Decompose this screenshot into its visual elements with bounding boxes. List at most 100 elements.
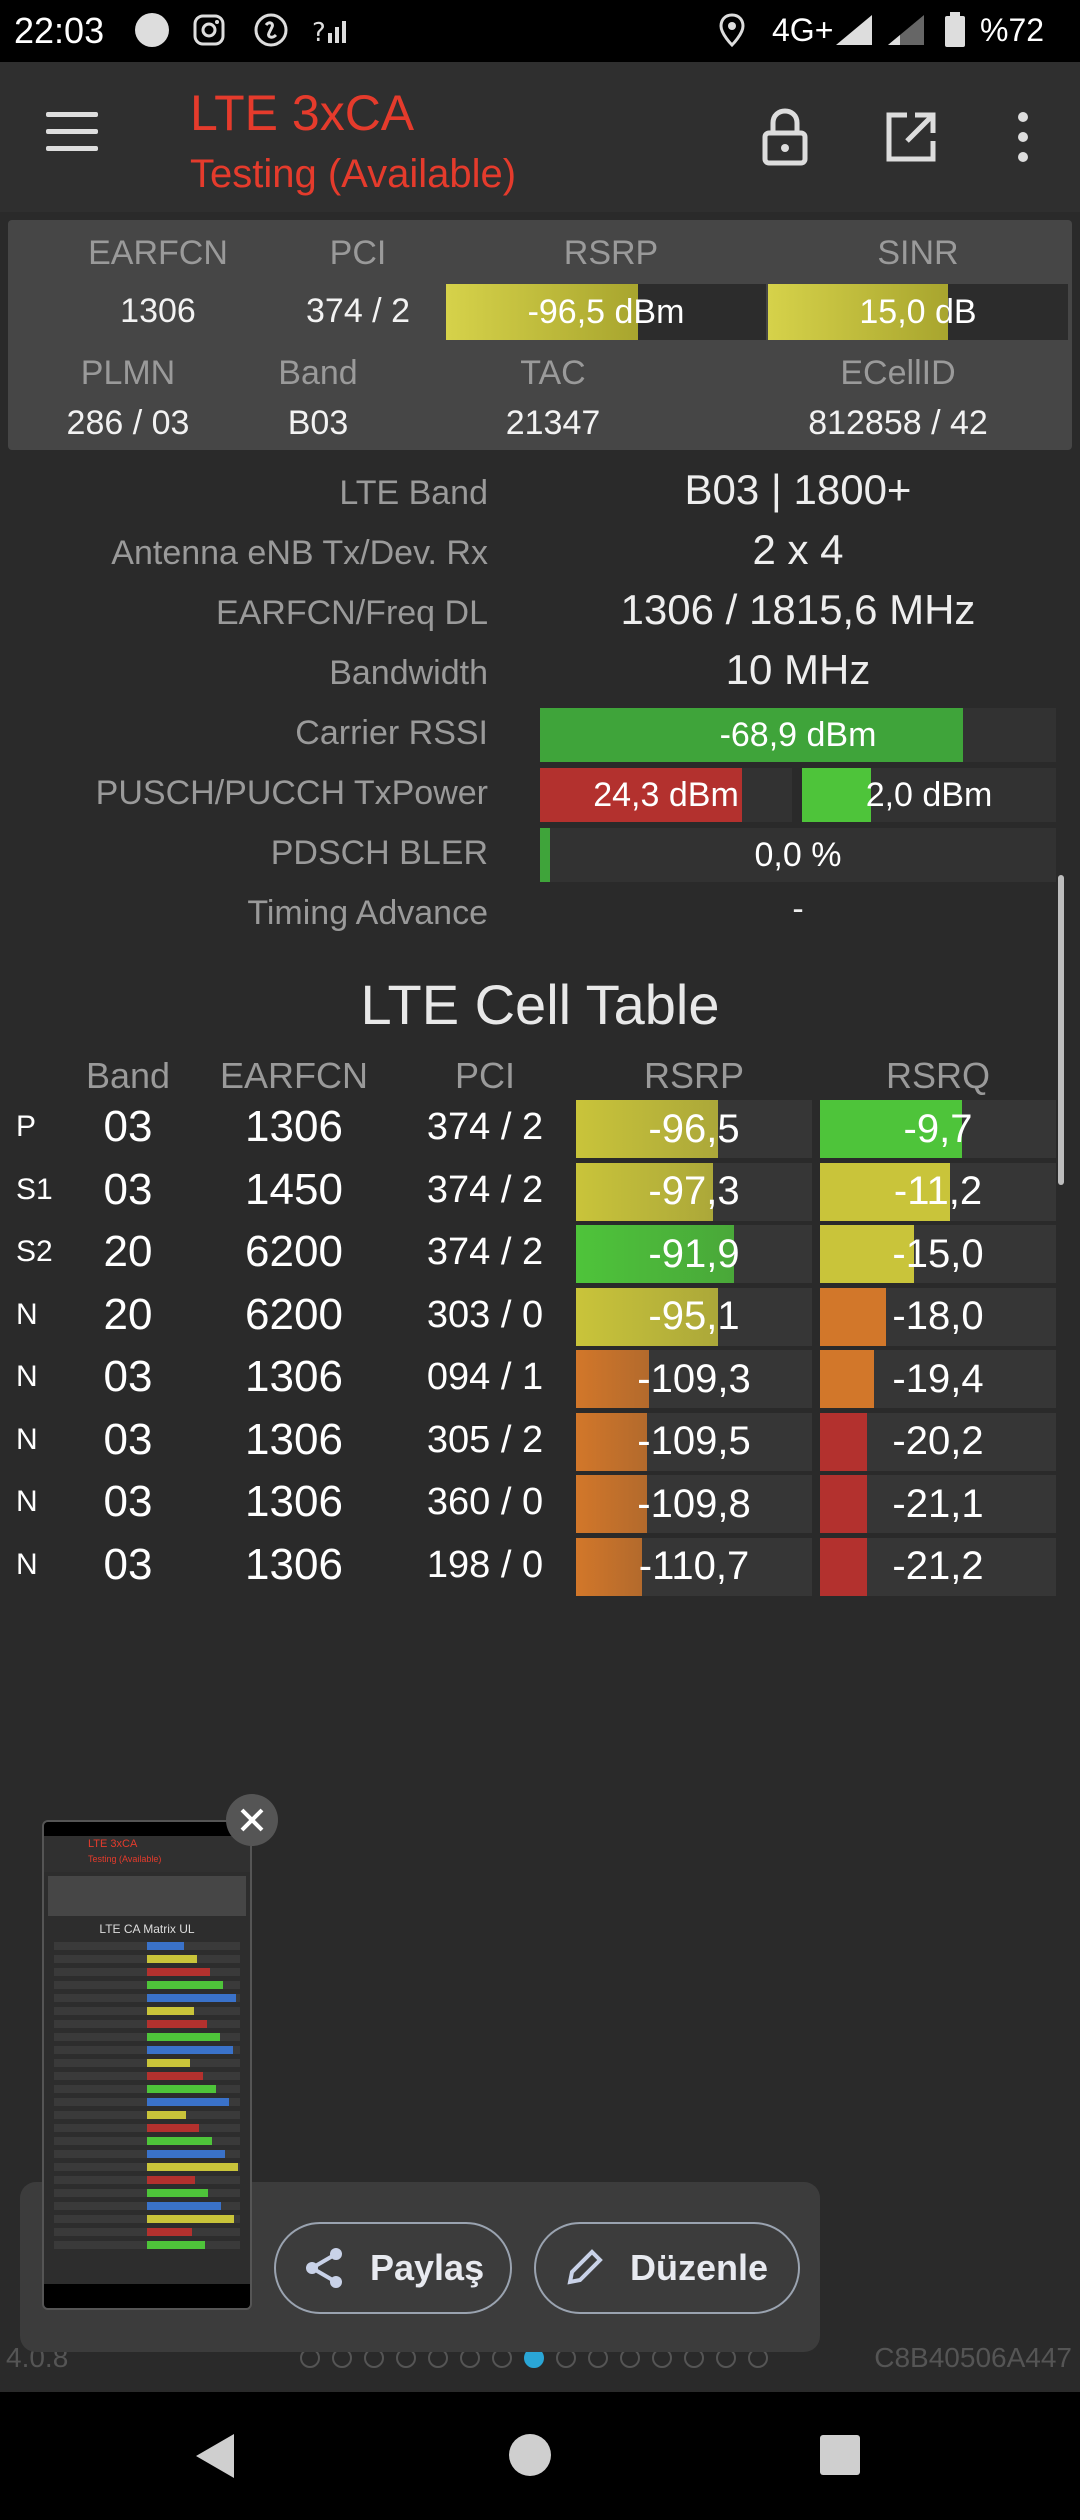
cell-earfcn: 1306	[245, 1102, 343, 1151]
share-icon	[302, 2246, 346, 2290]
ecellid-value: 812858 / 42	[808, 404, 988, 442]
table-row: S2 20 6200 374 / 2 -91,9 -15,0	[0, 1225, 1080, 1287]
cell-earfcn: 1306	[245, 1539, 343, 1589]
sinr-bar: 15,0 dB	[768, 284, 1068, 340]
cell-earfcn: 6200	[245, 1289, 343, 1339]
freq-value: 1306 / 1815,6 MHz	[620, 586, 976, 633]
cell-rsrp-bar: -110,7	[576, 1537, 812, 1596]
header-pci: PCI	[454, 1055, 515, 1096]
edit-button[interactable]: Düzenle	[534, 2222, 800, 2314]
thumb-status-bar	[44, 1822, 250, 1836]
cell-earfcn: 1306	[245, 1477, 343, 1526]
plmn-value: 286 / 03	[66, 404, 190, 442]
cell-pci: 374 / 2	[426, 1168, 544, 1211]
cell-rsrp-bar: -95,1	[576, 1287, 812, 1346]
signal-weak-icon	[886, 12, 926, 48]
thumb-content	[44, 1942, 250, 2249]
rsrp-label: RSRP	[563, 234, 659, 272]
thumb-line	[54, 2215, 240, 2223]
cell-rsrp-fill	[576, 1350, 650, 1408]
table-row: N 03 1306 094 / 1 -109,3 -19,4	[0, 1350, 1080, 1412]
recent-apps-icon[interactable]	[820, 2435, 860, 2475]
network-type: 4G+	[772, 12, 834, 48]
share-label: Paylaş	[370, 2247, 485, 2288]
cell-earfcn: 1450	[245, 1164, 343, 1214]
edit-label: Düzenle	[630, 2247, 769, 2288]
bler-bar: 0,0 %	[540, 828, 1056, 882]
shazam-icon	[254, 12, 288, 48]
cell-rsrq-bar: -11,2	[820, 1162, 1056, 1221]
cell-type: N	[16, 1547, 38, 1581]
cell-type: N	[16, 1297, 38, 1331]
pusch-bar-fill	[540, 768, 742, 822]
cell-rsrq-bar: -19,4	[820, 1350, 1056, 1408]
cell-rsrq-bar: -21,2	[820, 1537, 1056, 1596]
home-icon[interactable]	[509, 2434, 551, 2476]
lock-icon[interactable]	[750, 102, 820, 172]
cell-band: 03	[103, 1414, 153, 1464]
notification-dot-icon	[135, 12, 169, 48]
cell-rsrp-fill	[576, 1287, 718, 1346]
cell-rsrq: -9,7	[903, 1106, 973, 1151]
thumb-app-bar: LTE 3xCA Testing (Available)	[44, 1836, 250, 1872]
cell-earfcn: 1306	[245, 1352, 343, 1401]
thumb-line	[54, 2072, 240, 2080]
menu-icon[interactable]	[46, 112, 98, 152]
cell-band: 03	[103, 1477, 153, 1526]
cell-type: N	[16, 1360, 38, 1393]
thumb-line	[54, 2150, 240, 2158]
thumb-line	[54, 2163, 240, 2171]
cell-rsrq-bar: -21,1	[820, 1475, 1056, 1533]
bler-bar-fill	[540, 828, 551, 882]
rsrp-value: -96,5 dBm	[527, 292, 685, 331]
header-earfcn: EARFCN	[219, 1055, 368, 1096]
cell-type: S2	[16, 1235, 53, 1268]
rssi-bar: -68,9 dBm	[540, 708, 1056, 762]
more-options-icon[interactable]	[988, 102, 1058, 172]
thumb-line	[54, 2124, 240, 2132]
cell-band: 03	[103, 1352, 153, 1401]
thumb-subtitle: Testing (Available)	[88, 1854, 162, 1864]
cell-band: 03	[103, 1102, 153, 1151]
cell-rsrq-fill	[820, 1287, 887, 1346]
cell-rsrq-fill	[820, 1475, 868, 1533]
band-label: Band	[278, 354, 358, 392]
cell-rsrp-fill	[576, 1162, 713, 1221]
scrollbar[interactable]	[1058, 875, 1064, 1185]
cell-rsrp: -96,5	[648, 1106, 740, 1151]
cell-band: 20	[103, 1227, 153, 1276]
cell-type: N	[16, 1485, 38, 1518]
header-rsrq: RSRQ	[885, 1055, 990, 1096]
cell-rsrq-fill	[820, 1162, 950, 1221]
antenna-value: 2 x 4	[752, 526, 844, 573]
thumb-line	[54, 1942, 240, 1950]
close-preview-button[interactable]	[226, 1794, 278, 1846]
thumb-line	[54, 1981, 240, 1989]
bler-value: 0,0 %	[754, 835, 842, 874]
cell-band: 03	[103, 1164, 153, 1214]
cell-type: S1	[16, 1172, 53, 1206]
cell-pci: 094 / 1	[426, 1356, 544, 1398]
thumb-title: LTE 3xCA	[88, 1838, 138, 1850]
signal-question-icon: ?	[312, 12, 352, 48]
open-external-icon[interactable]	[876, 102, 946, 172]
table-row: N 03 1306 198 / 0 -110,7 -21,2	[0, 1537, 1080, 1600]
thumb-heading: LTE CA Matrix UL	[99, 1922, 195, 1936]
tac-value: 21347	[505, 404, 601, 442]
thumb-line	[54, 1968, 240, 1976]
cell-earfcn: 6200	[245, 1227, 343, 1276]
cell-rsrp-bar: -109,3	[576, 1350, 812, 1408]
cell-rsrp-bar: -109,8	[576, 1475, 812, 1533]
screenshot-thumbnail[interactable]: LTE 3xCA Testing (Available) LTE CA Matr…	[42, 1820, 252, 2310]
battery-percent: %72	[980, 12, 1045, 48]
share-button[interactable]: Paylaş	[274, 2222, 512, 2314]
close-icon	[240, 1808, 264, 1832]
back-icon[interactable]	[196, 2434, 234, 2478]
cell-pci: 303 / 0	[426, 1293, 544, 1336]
sinr-bar-fill	[768, 284, 948, 340]
app-bar: LTE 3xCA Testing (Available)	[0, 62, 1080, 212]
cell-rsrp: -95,1	[648, 1294, 740, 1338]
thumb-line	[54, 2007, 240, 2015]
pucch-bar: 2,0 dBm	[802, 768, 1056, 822]
antenna-label: Antenna eNB Tx/Dev. Rx	[111, 534, 488, 572]
